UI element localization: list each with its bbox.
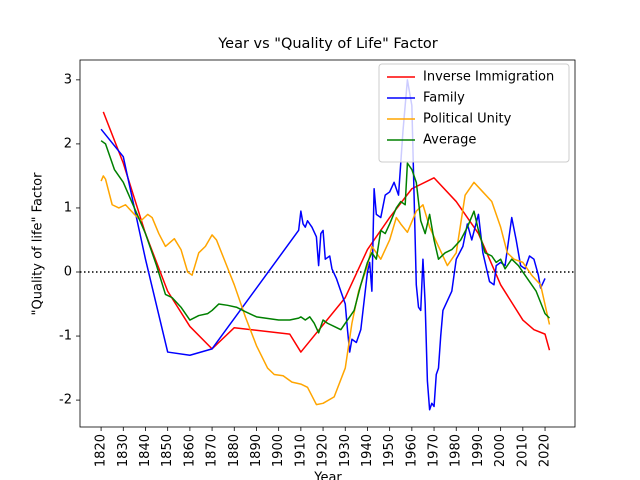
chart-title: Year vs "Quality of Life" Factor [217, 36, 438, 52]
x-tick-label: 1960 [404, 434, 419, 467]
y-tick-label: 3 [64, 72, 72, 87]
legend-label: Political Unity [423, 112, 512, 127]
legend-label: Inverse Immigration [423, 70, 554, 85]
x-tick-label: 2010 [515, 434, 530, 467]
legend-label: Family [423, 91, 465, 106]
x-tick-label: 1850 [160, 434, 175, 467]
legend-label: Average [423, 133, 476, 148]
y-tick-label: -1 [59, 329, 72, 344]
y-tick-label: 1 [64, 200, 72, 215]
x-tick-label: 1880 [227, 434, 242, 467]
series-line [100, 140, 551, 334]
series-line [100, 175, 551, 406]
y-tick-label: 2 [64, 136, 72, 151]
plot-frame [79, 59, 576, 428]
x-tick-label: 1870 [205, 434, 220, 467]
x-axis-label: Year [313, 471, 342, 480]
x-tick-label: 1840 [138, 434, 153, 467]
x-tick-label: 1820 [94, 434, 109, 467]
y-tick-label: 0 [64, 265, 72, 280]
x-tick-label: 1860 [182, 434, 197, 467]
x-tick-label: 1900 [271, 434, 286, 467]
y-axis-label: "Quality of life" Factor [31, 172, 46, 316]
x-tick-label: 1990 [471, 434, 486, 467]
series-line [102, 111, 551, 353]
x-tick-label: 1940 [360, 434, 375, 467]
x-tick-label: 1980 [449, 434, 464, 467]
x-tick-label: 1920 [316, 434, 331, 467]
x-tick-label: 1930 [338, 434, 353, 467]
x-tick-label: 1950 [382, 434, 397, 467]
legend-box [378, 63, 570, 163]
y-tick-label: -2 [59, 393, 72, 408]
x-tick-label: 1890 [249, 434, 264, 467]
x-tick-label: 1970 [427, 434, 442, 467]
x-tick-label: 2000 [493, 434, 508, 467]
x-tick-label: 1910 [293, 434, 308, 467]
x-tick-label: 1830 [116, 434, 131, 467]
x-tick-label: 2020 [538, 434, 553, 467]
